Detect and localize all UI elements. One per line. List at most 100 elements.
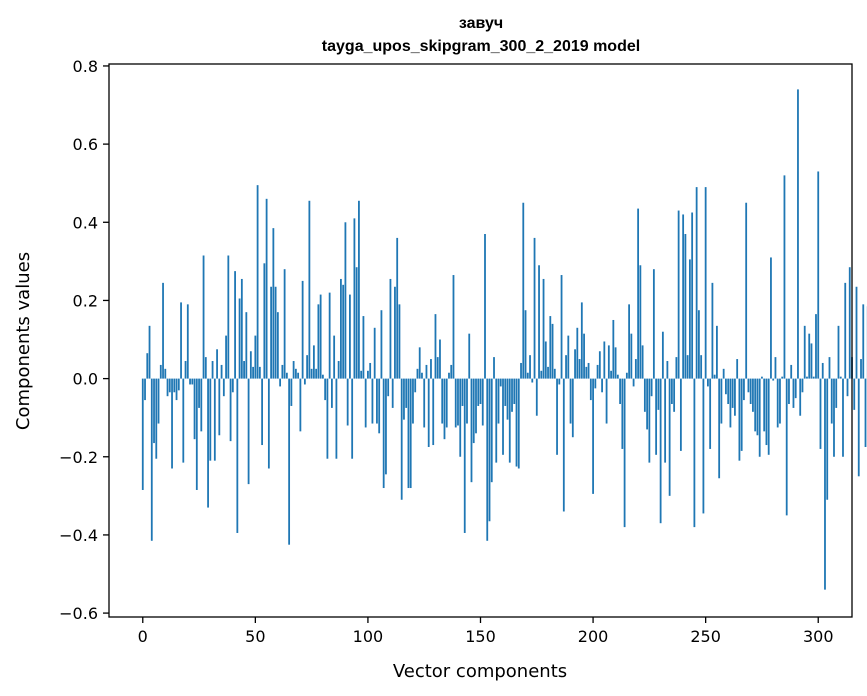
bar — [306, 355, 309, 379]
bar — [553, 368, 556, 379]
bar — [711, 282, 714, 379]
bar — [159, 364, 162, 379]
bar — [745, 202, 748, 379]
x-tick-label: 100 — [353, 627, 384, 646]
bar — [256, 185, 259, 379]
bar — [263, 263, 266, 379]
bar — [238, 298, 241, 379]
bar — [481, 378, 484, 426]
bar — [801, 378, 804, 393]
bar — [842, 378, 844, 457]
bar — [470, 378, 473, 483]
bar — [734, 378, 736, 416]
bar — [225, 335, 227, 379]
bar — [634, 359, 637, 379]
bar — [497, 378, 500, 424]
bar — [738, 378, 741, 461]
bar — [394, 286, 396, 379]
bar — [830, 378, 833, 424]
bar — [148, 325, 151, 379]
bar — [486, 378, 489, 541]
bar — [445, 378, 448, 428]
y-axis-label: Components values — [13, 252, 34, 430]
bar — [666, 361, 669, 379]
bar — [623, 378, 626, 528]
bar — [499, 378, 502, 387]
bar — [171, 378, 173, 469]
bar — [261, 378, 263, 446]
bar — [184, 361, 187, 379]
bar — [360, 370, 363, 379]
bar — [594, 378, 597, 389]
bar — [688, 259, 691, 379]
bar — [558, 378, 561, 385]
bar — [826, 378, 829, 500]
bar — [540, 370, 543, 379]
bar — [587, 362, 590, 379]
bar — [443, 378, 446, 440]
bar — [211, 361, 214, 379]
bar — [542, 278, 545, 379]
bar — [515, 378, 518, 467]
bar — [788, 378, 790, 404]
bar — [477, 378, 480, 406]
bar — [258, 366, 261, 379]
bar — [668, 378, 671, 496]
bar — [565, 355, 567, 379]
bar — [412, 378, 414, 424]
bar — [576, 327, 579, 379]
bar — [236, 378, 239, 533]
y-tick-label: 0.2 — [73, 291, 98, 310]
bar — [560, 275, 563, 379]
bar — [164, 368, 167, 379]
bar — [281, 364, 284, 379]
bar — [628, 304, 630, 379]
y-tick-label: 0.8 — [73, 57, 98, 76]
y-tick-label: −0.2 — [59, 448, 98, 467]
bar — [200, 378, 203, 432]
bar — [162, 282, 164, 379]
bar — [490, 378, 493, 483]
bar — [472, 378, 475, 444]
bar — [502, 378, 504, 455]
bar — [725, 378, 727, 395]
bar — [607, 345, 610, 379]
bar — [317, 304, 320, 379]
bar — [180, 302, 182, 379]
bar — [418, 347, 421, 379]
bar — [794, 378, 797, 399]
bar — [254, 335, 257, 379]
x-tick-label: 200 — [578, 627, 609, 646]
bar — [243, 361, 245, 379]
bar — [285, 372, 288, 379]
bar — [479, 378, 482, 404]
bar — [182, 378, 185, 463]
bar — [855, 286, 858, 379]
bar — [659, 378, 662, 524]
bar — [177, 378, 180, 391]
bar — [364, 378, 367, 428]
bar — [763, 378, 766, 432]
bar — [427, 378, 430, 447]
bar — [783, 175, 786, 379]
bar — [520, 362, 522, 379]
bar — [252, 366, 254, 379]
bar — [736, 359, 739, 379]
y-tick-label: 0.4 — [73, 213, 98, 232]
bar — [637, 208, 640, 379]
bar — [436, 357, 439, 379]
bar — [301, 280, 304, 379]
bar — [378, 378, 381, 434]
bar — [425, 364, 428, 379]
bar — [844, 282, 847, 379]
x-tick-label: 0 — [138, 627, 148, 646]
bar — [686, 355, 689, 379]
bar — [245, 312, 248, 379]
bar — [308, 200, 311, 379]
bar — [679, 378, 682, 451]
bar — [195, 378, 198, 490]
x-axis-label: Vector components — [393, 661, 567, 682]
bar — [578, 359, 581, 379]
bar — [504, 378, 507, 406]
bar — [529, 355, 531, 379]
